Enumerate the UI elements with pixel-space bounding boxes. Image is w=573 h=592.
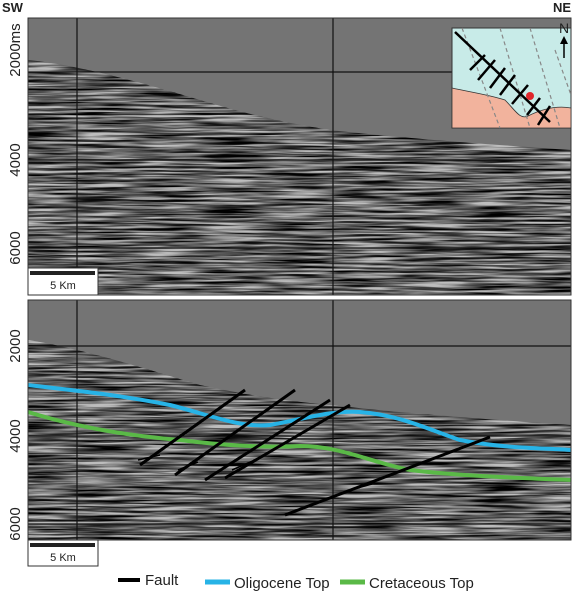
scale-bar-label: 5 Km	[50, 280, 76, 292]
scale-bar-label: 5 Km	[50, 552, 76, 564]
depth-label: 4000	[7, 419, 24, 452]
inset-map: N	[451, 20, 572, 129]
orientation-left: SW	[2, 0, 24, 15]
legend: Fault Oligocene Top Cretaceous Top	[118, 572, 474, 592]
depth-label: 4000	[7, 143, 24, 176]
depth-label: 6000	[7, 231, 24, 264]
legend-label: Oligocene Top	[234, 575, 330, 592]
depth-label: 2000ms	[7, 23, 24, 76]
seismic-panel-bottom	[28, 300, 571, 540]
depth-label: 2000	[7, 329, 24, 362]
scale-bar: 5 Km	[27, 539, 99, 567]
north-label: N	[559, 20, 569, 36]
legend-label: Fault	[145, 572, 179, 589]
orientation-right: NE	[553, 0, 571, 15]
scale-bar: 5 Km	[27, 267, 99, 296]
legend-label: Cretaceous Top	[369, 575, 474, 592]
depth-label: 6000	[7, 507, 24, 540]
